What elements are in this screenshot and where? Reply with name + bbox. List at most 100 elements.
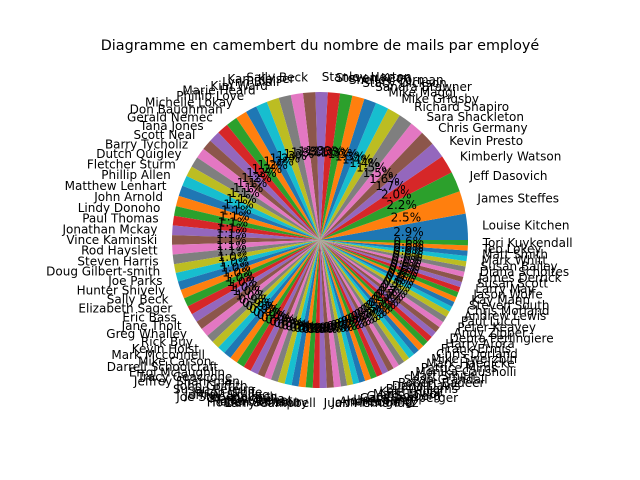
pie-slice-label: Jason Wolfe	[192, 385, 262, 399]
pie-slice-label: Martin Cuilla	[209, 392, 284, 406]
pie-percent-label: 1.0%	[218, 250, 249, 264]
pie-slice	[203, 140, 320, 240]
pie-slice-label: James Steffes	[476, 191, 559, 205]
pie-slice	[320, 143, 443, 240]
pie-slice	[320, 240, 461, 293]
pie-percent-label: 0.8%	[277, 317, 308, 331]
pie-slice	[320, 240, 444, 328]
pie-percent-label: 1.4%	[349, 156, 380, 170]
pie-slice	[320, 240, 334, 388]
pie-slice-label: Patrice Mims	[421, 361, 497, 375]
pie-slice-label: Kevin Presto	[449, 134, 523, 148]
pie-slice	[175, 195, 320, 240]
pie-slice	[320, 240, 467, 267]
pie-slice	[320, 240, 447, 323]
pie-percent-label: 2.5%	[391, 210, 422, 224]
pie-slice-label: Kam Keiser	[227, 72, 294, 86]
pie-slice	[320, 191, 466, 240]
pie-slice	[320, 240, 415, 359]
pie-slice-label: Barry Tycholiz	[105, 137, 188, 151]
pie-slice-label: Jonathan Mckay	[61, 222, 157, 236]
pie-percent-label: 1.1%	[218, 216, 249, 230]
pie-slice	[172, 215, 320, 240]
pie-percent-label: 1.7%	[375, 179, 406, 193]
pie-slice	[320, 240, 468, 246]
pie-slice-label: Jane Tholt	[121, 319, 182, 333]
pie-percent-label: 0.7%	[319, 321, 350, 335]
pie-percent-label: 0.7%	[378, 284, 409, 298]
pie-percent-label: 1.5%	[356, 161, 387, 175]
pie-slice-label: Larry Campbell	[225, 396, 316, 410]
pie-slice-label: Phillip Love	[176, 89, 244, 103]
pie-slice-label: Marie Heard	[182, 83, 255, 97]
pie-slice	[320, 132, 433, 240]
pie-percent-label: 1.3%	[335, 149, 366, 163]
pie-slices	[171, 91, 468, 389]
pie-slice-label: Tracy Geaccone	[136, 370, 232, 384]
pie-percent-label: 0.7%	[380, 281, 411, 295]
pie-percent-label: 0.8%	[307, 322, 338, 336]
pie-slice-label: Chris Morland	[467, 304, 550, 318]
pie-slice-label: Sally Beck	[246, 71, 308, 85]
pie-slice	[320, 240, 459, 298]
pie-percent-label: 0.7%	[371, 293, 402, 307]
pie-slice	[250, 240, 320, 375]
pie-percent-label: 1.1%	[217, 245, 248, 259]
pie-percent-label: 1.3%	[276, 149, 307, 163]
pie-slice	[320, 240, 468, 256]
pie-percent-label: 1.0%	[220, 261, 251, 275]
pie-slice-label: Matt Smith	[482, 248, 548, 262]
pie-slice-label: Lynn Blair	[222, 75, 281, 89]
pie-slice-label: Don Baughman	[130, 102, 223, 116]
pie-percent-label: 0.7%	[330, 318, 361, 332]
pie-slice-label: Hunter Shively	[77, 283, 166, 297]
pie-percent-label: 0.9%	[257, 308, 288, 322]
pie-slice	[320, 156, 452, 240]
pie-percent-label: 1.2%	[270, 151, 301, 165]
pie-percent-label: 0.7%	[341, 314, 372, 328]
pie-slice	[277, 240, 320, 384]
pie-slice	[224, 240, 320, 358]
pie-slice-label: Juan Hernandez	[323, 396, 419, 410]
pie-slice-label: Rick Buy	[141, 335, 193, 349]
pie-slice-label: Mike Grigsby	[401, 92, 479, 106]
pie-slice	[320, 240, 432, 342]
pie-slice-label: Shelley Corman	[349, 73, 444, 87]
pie-slice-label: Kim Ward	[210, 79, 268, 93]
pie-percent-label: 1.0%	[229, 280, 260, 294]
pie-slice	[257, 240, 320, 378]
pie-slice	[218, 124, 320, 240]
pie-slice-label: Jason Wolfe	[472, 288, 542, 302]
pie-percent-label: 0.8%	[311, 322, 342, 336]
pie-slice	[320, 123, 423, 240]
pie-slice	[201, 240, 320, 336]
pie-percent-label: 0.8%	[273, 316, 304, 330]
pie-slice	[171, 235, 320, 245]
pie-percent-label: 1.1%	[216, 239, 247, 253]
pie-percent-label: 0.7%	[368, 295, 399, 309]
pie-slice-label: Kay Mann	[471, 293, 530, 307]
pie-slice-label: Gerald Nemec	[127, 110, 213, 124]
pie-percent-label: 0.6%	[392, 247, 423, 261]
pie-slice-label: Joe Parks	[107, 274, 162, 288]
pie-slice-label: Jeff Dasovich	[469, 169, 548, 183]
pie-slice-label: Andy Zipper	[454, 326, 528, 340]
pie-percent-label: 1.6%	[369, 172, 400, 186]
pie-percent-label: 1.0%	[219, 255, 250, 269]
pie-slice	[320, 213, 468, 240]
pie-percent-label: 0.6%	[393, 238, 424, 252]
pie-slice-label: Monika Causholli	[415, 365, 516, 379]
pie-slice-label: Eric Bass	[122, 310, 176, 324]
pie-slice-label: Chris Dorland	[436, 347, 518, 361]
pie-percent-label: 0.7%	[365, 298, 396, 312]
pie-slice-label: Susan Bailey	[481, 259, 558, 273]
pie-slice	[320, 240, 465, 277]
pie-slice-label: Doug Gilbert-smith	[46, 265, 160, 279]
pie-slice	[187, 240, 320, 315]
pie-percent-label: 0.8%	[286, 320, 317, 334]
pie-percent-label: 1.1%	[229, 186, 260, 200]
pie-percent-label: 0.7%	[347, 311, 378, 325]
pie-percent-label: 1.0%	[235, 289, 266, 303]
pie-slice-label: Kevin Holst	[132, 342, 199, 356]
pie-slice-label: Rod Hayslett	[81, 244, 158, 258]
